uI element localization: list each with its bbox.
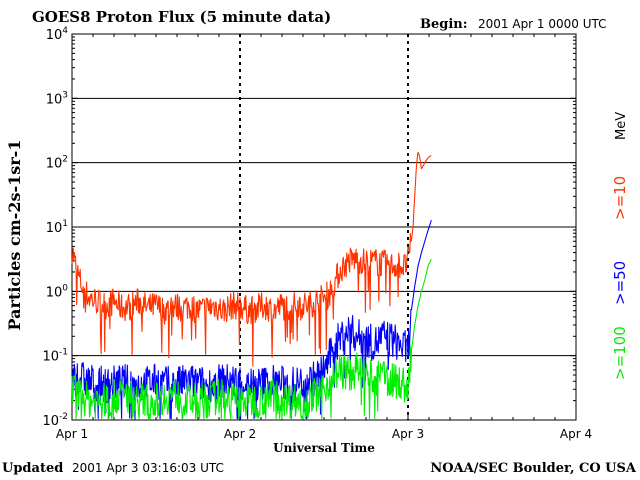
legend-unit: MeV — [614, 112, 629, 140]
y-tick-label: 101 — [46, 219, 68, 236]
updated-value: 2001 Apr 3 03:16:03 UTC — [72, 461, 224, 475]
day-separators — [239, 34, 409, 420]
y-tick-label: 102 — [46, 155, 68, 172]
legend: >=10 >=50 >=100 MeV — [611, 112, 629, 380]
x-tick-label: Apr 4 — [560, 427, 592, 441]
y-axis-label: Particles cm-2s-1sr-1 — [5, 140, 24, 331]
y-tick-label: 10-1 — [42, 348, 68, 365]
legend-item: >=50 — [611, 261, 629, 305]
y-tick-label: 10-2 — [42, 412, 68, 429]
x-tick-label: Apr 2 — [224, 427, 256, 441]
series-line — [71, 152, 432, 367]
gridlines — [72, 97, 576, 357]
y-tick-label: 104 — [46, 26, 69, 43]
begin-label: Begin: — [420, 17, 468, 32]
y-axis-ticks: 104 103 102 101 100 10-1 10-2 — [42, 26, 576, 429]
y-tick-label: 103 — [46, 90, 68, 107]
x-tick-label: Apr 1 — [56, 427, 88, 441]
y-tick-label: 100 — [46, 283, 69, 300]
updated-label: Updated — [2, 461, 63, 476]
series-line — [71, 258, 432, 420]
legend-item: >=10 — [611, 176, 629, 220]
begin-value: 2001 Apr 1 0000 UTC — [478, 17, 607, 31]
legend-item: >=100 — [611, 326, 629, 380]
chart-title: GOES8 Proton Flux (5 minute data) — [32, 8, 331, 26]
x-axis-label: Universal Time — [273, 441, 375, 455]
data-series — [71, 152, 432, 420]
credit-text: NOAA/SEC Boulder, CO USA — [430, 461, 637, 476]
x-tick-label: Apr 3 — [392, 427, 424, 441]
x-axis-ticks: Apr 1 Apr 2 Apr 3 Apr 4 — [56, 34, 592, 441]
